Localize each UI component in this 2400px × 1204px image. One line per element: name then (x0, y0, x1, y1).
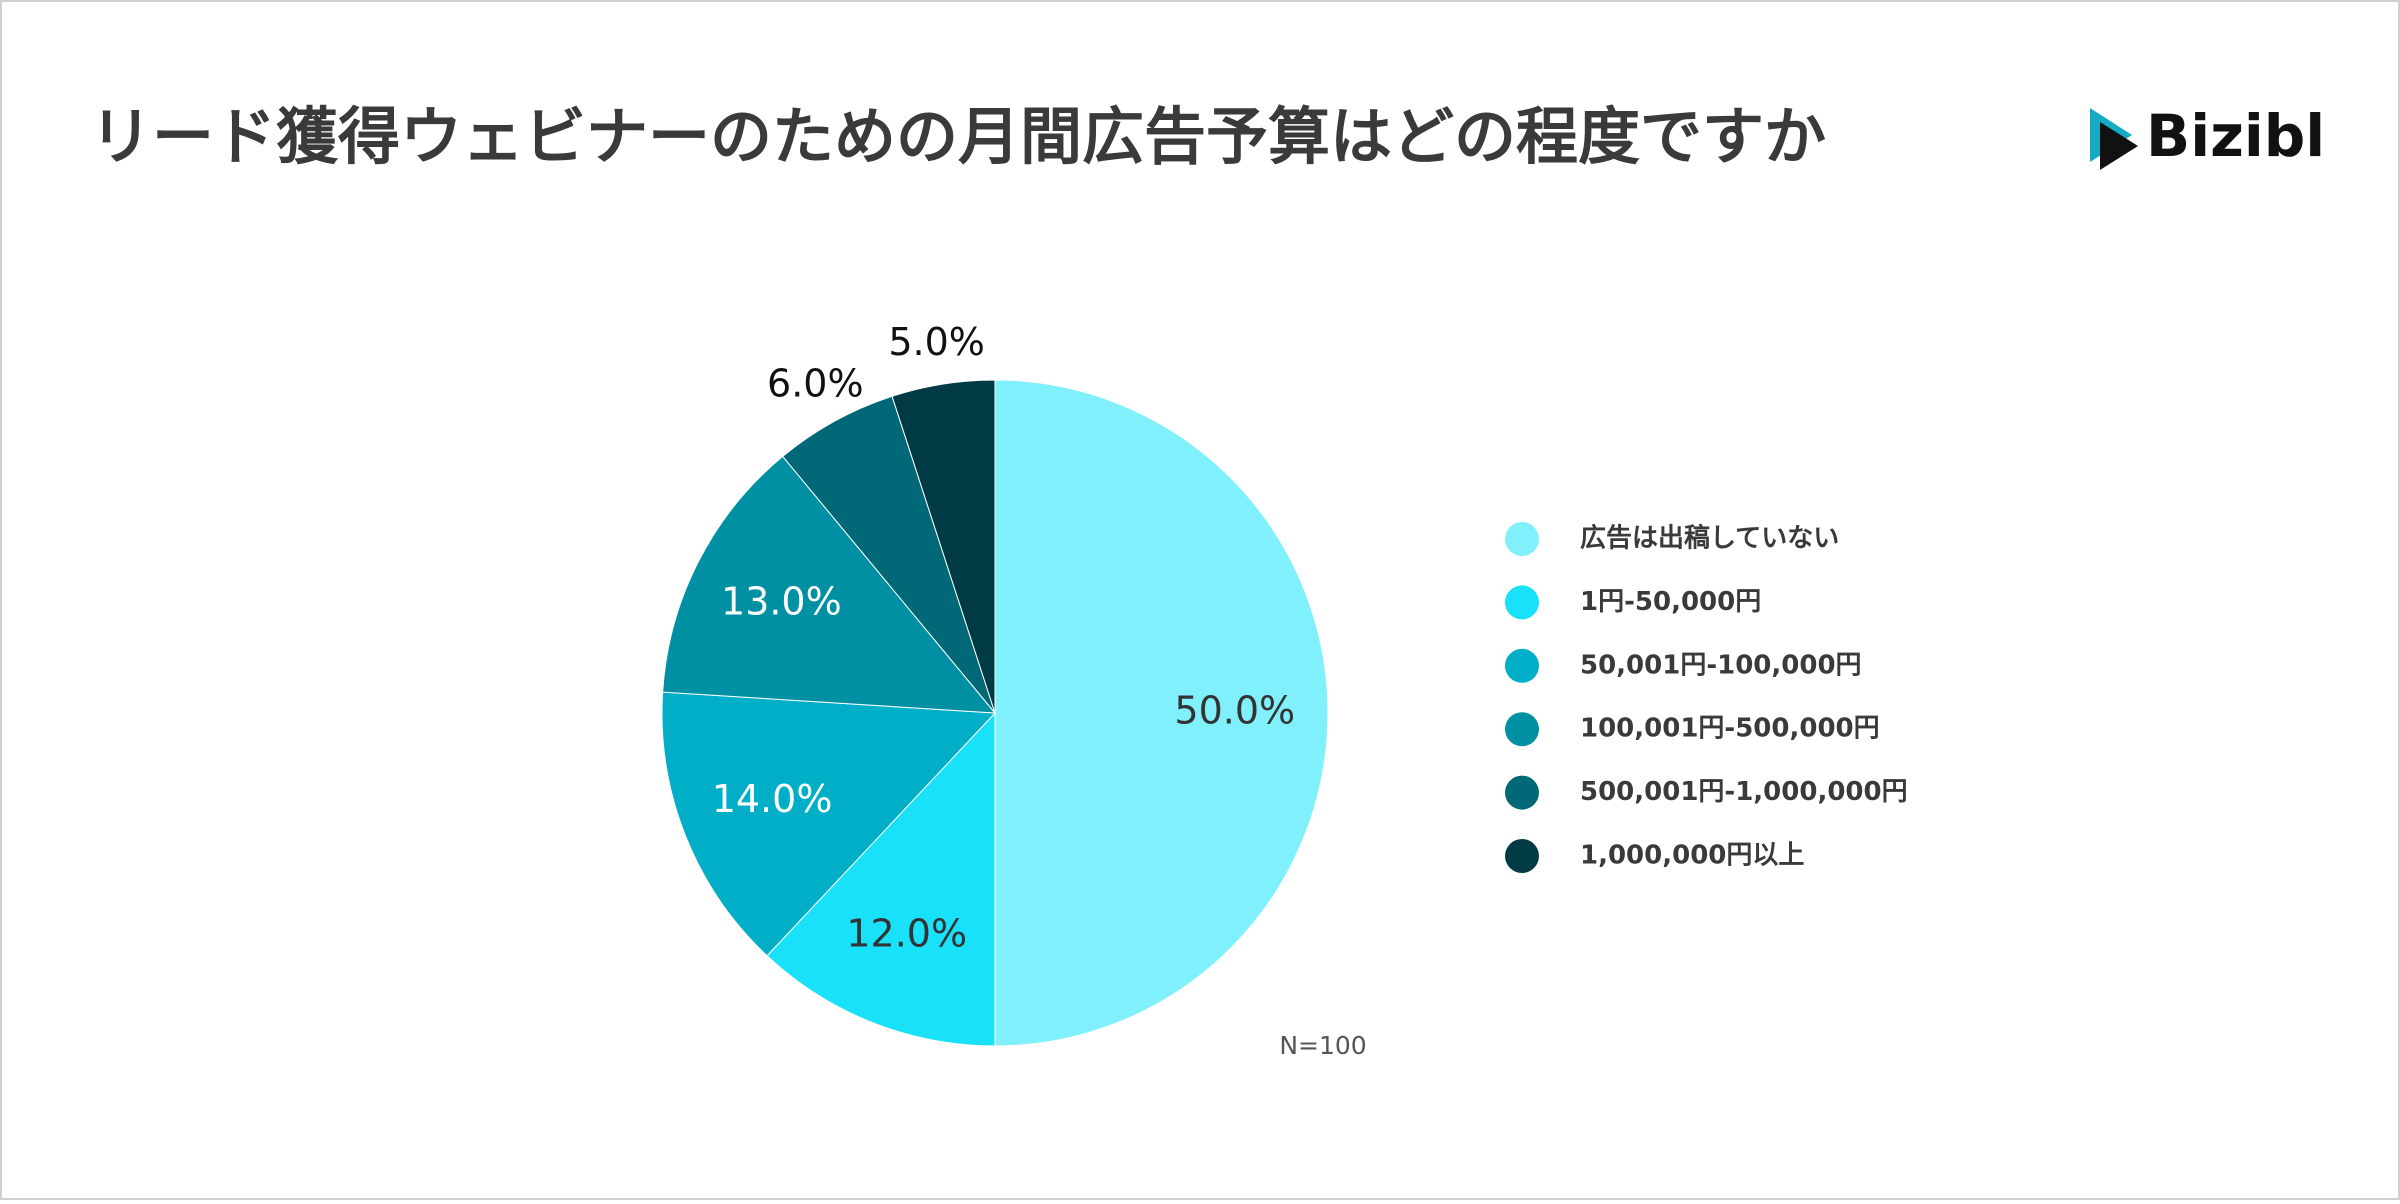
legend-label: 100,001円-500,000円 (1580, 714, 1880, 744)
legend-label: 500,001円-1,000,000円 (1580, 777, 1908, 807)
logo-text: Bizibl (2146, 102, 2325, 170)
data-label: 6.0% (767, 362, 864, 406)
logo-icon (2100, 122, 2138, 170)
legend-marker (1505, 839, 1539, 873)
legend-label: 50,001円-100,000円 (1580, 650, 1862, 680)
legend-label: 1,000,000円以上 (1580, 841, 1804, 871)
legend-label: 広告は出稿していない (1580, 523, 1839, 554)
pie-slice (994, 379, 1329, 1047)
data-label: 12.0% (846, 911, 967, 955)
legend-marker (1505, 775, 1539, 810)
data-label: 5.0% (888, 320, 985, 364)
annotation: N=100 (1279, 1031, 1366, 1060)
data-label: 13.0% (721, 580, 842, 624)
legend-marker (1505, 522, 1539, 556)
legend-marker (1505, 648, 1539, 683)
pie-slice (891, 379, 996, 714)
pie-slice (662, 455, 997, 714)
legend-marker (1505, 712, 1539, 747)
data-label: 14.0% (712, 777, 833, 821)
legend-label: 1円-50,000円 (1580, 587, 1761, 617)
chart-title: リード獲得ウェビナーのための月間広告予算はどの程度ですか (90, 100, 1826, 173)
pie-slice (782, 395, 996, 714)
data-label: 50.0% (1174, 689, 1295, 733)
legend-marker (1505, 585, 1539, 620)
pie-slice (766, 711, 996, 1047)
logo: Bizibl (2090, 102, 2325, 170)
pie-slice (661, 691, 997, 957)
